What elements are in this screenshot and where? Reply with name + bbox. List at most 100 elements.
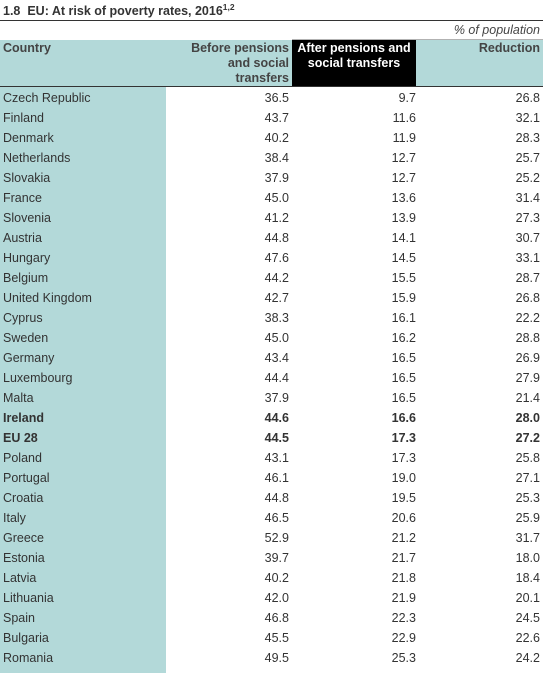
reduction-value-cell: 28.0	[515, 411, 540, 425]
reduction-value-cell: 25.9	[515, 511, 540, 525]
table-row: Poland 43.1 17.3 25.8	[0, 448, 543, 468]
reduction-value-cell: 25.7	[515, 151, 540, 165]
before-value-cell: 43.1	[264, 451, 289, 465]
after-value-cell: 21.8	[391, 571, 416, 585]
table-row: Portugal 46.1 19.0 27.1	[0, 468, 543, 488]
after-value-cell: 22.9	[391, 631, 416, 645]
after-value-cell: 11.9	[392, 131, 416, 145]
before-value-cell: 43.4	[264, 351, 289, 365]
after-value-cell: 11.6	[392, 111, 416, 125]
before-value-cell: 44.4	[264, 371, 289, 385]
after-value-cell: 19.5	[391, 491, 416, 505]
country-cell: Finland	[3, 111, 44, 125]
country-cell: Greece	[3, 531, 44, 545]
header-before-line: transfers	[235, 71, 290, 85]
table-row: Romania 49.5 25.3 24.2	[0, 648, 543, 668]
table-row: Ireland 44.6 16.6 28.0	[0, 408, 543, 428]
reduction-value-cell: 28.8	[515, 331, 540, 345]
country-cell: Germany	[3, 351, 55, 365]
country-cell: Slovakia	[3, 171, 51, 185]
country-cell: Sweden	[3, 331, 49, 345]
reduction-value-cell: 28.7	[515, 271, 540, 285]
country-cell: Slovenia	[3, 211, 51, 225]
before-value-cell: 45.0	[264, 331, 289, 345]
before-value-cell: 46.8	[264, 611, 289, 625]
country-cell: Bulgaria	[3, 631, 49, 645]
before-value-cell: 52.9	[264, 531, 289, 545]
after-value-cell: 25.3	[391, 651, 416, 665]
after-value-cell: 15.5	[391, 271, 416, 285]
before-value-cell: 43.7	[264, 111, 289, 125]
after-value-cell: 16.2	[391, 331, 416, 345]
after-value-cell: 16.1	[391, 311, 416, 325]
table-row: Hungary 47.6 14.5 33.1	[0, 248, 543, 268]
table-row: Lithuania 42.0 21.9 20.1	[0, 588, 543, 608]
header-row-background	[0, 40, 543, 86]
table-row: Luxembourg 44.4 16.5 27.9	[0, 368, 543, 388]
before-value-cell: 45.5	[264, 631, 289, 645]
before-value-cell: 44.6	[264, 411, 289, 425]
after-value-cell: 16.5	[391, 371, 416, 385]
before-value-cell: 37.9	[264, 391, 289, 405]
reduction-value-cell: 31.4	[515, 191, 540, 205]
country-column-background	[0, 40, 166, 673]
before-value-cell: 38.3	[264, 311, 289, 325]
reduction-value-cell: 26.8	[515, 91, 540, 105]
reduction-value-cell: 28.3	[515, 131, 540, 145]
header-country: Country	[3, 41, 51, 55]
before-value-cell: 44.8	[264, 491, 289, 505]
before-value-cell: 42.7	[264, 291, 289, 305]
country-cell: Latvia	[3, 571, 37, 585]
reduction-value-cell: 25.2	[515, 171, 540, 185]
before-value-cell: 49.5	[264, 651, 289, 665]
country-cell: Italy	[3, 511, 26, 525]
country-cell: Austria	[3, 231, 42, 245]
table-row: Malta 37.9 16.5 21.4	[0, 388, 543, 408]
table-row: Slovakia 37.9 12.7 25.2	[0, 168, 543, 188]
table-row: Sweden 45.0 16.2 28.8	[0, 328, 543, 348]
country-cell: Romania	[3, 651, 54, 665]
after-value-cell: 22.3	[391, 611, 416, 625]
after-value-cell: 12.7	[391, 151, 416, 165]
reduction-value-cell: 30.7	[515, 231, 540, 245]
before-value-cell: 40.2	[264, 571, 289, 585]
header-after: After pensions and social transfers	[292, 41, 416, 71]
country-cell: Czech Republic	[3, 91, 91, 105]
table-row: Denmark 40.2 11.9 28.3	[0, 128, 543, 148]
after-value-cell: 16.5	[391, 391, 416, 405]
reduction-value-cell: 27.2	[515, 431, 540, 445]
before-value-cell: 42.0	[264, 591, 289, 605]
before-value-cell: 36.5	[264, 91, 289, 105]
country-cell: Spain	[3, 611, 35, 625]
after-value-cell: 16.5	[391, 351, 416, 365]
reduction-value-cell: 24.5	[515, 611, 540, 625]
before-value-cell: 44.2	[264, 271, 289, 285]
before-value-cell: 46.5	[264, 511, 289, 525]
after-value-cell: 13.9	[391, 211, 416, 225]
country-cell: Hungary	[3, 251, 51, 265]
country-cell: EU 28	[3, 431, 38, 445]
after-value-cell: 21.2	[391, 531, 416, 545]
reduction-value-cell: 20.1	[515, 591, 540, 605]
after-value-cell: 17.3	[391, 451, 416, 465]
reduction-value-cell: 26.8	[515, 291, 540, 305]
before-value-cell: 47.6	[264, 251, 289, 265]
header-before: Before pensions and social transfers	[170, 41, 289, 86]
table-row: France 45.0 13.6 31.4	[0, 188, 543, 208]
before-value-cell: 44.8	[264, 231, 289, 245]
country-cell: Netherlands	[3, 151, 71, 165]
table-row: Croatia 44.8 19.5 25.3	[0, 488, 543, 508]
after-value-cell: 17.3	[391, 431, 416, 445]
table-title: 1.8 EU: At risk of poverty rates, 20161,…	[3, 2, 235, 18]
table-row: Finland 43.7 11.6 32.1	[0, 108, 543, 128]
country-cell: Belgium	[3, 271, 49, 285]
table-row: Slovenia 41.2 13.9 27.3	[0, 208, 543, 228]
table-body: Czech Republic 36.5 9.7 26.8 Finland 43.7 11.6…	[0, 88, 543, 668]
table-row: Czech Republic 36.5 9.7 26.8	[0, 88, 543, 108]
before-value-cell: 41.2	[264, 211, 289, 225]
header-after-line: social transfers	[307, 56, 401, 70]
reduction-value-cell: 32.1	[515, 111, 540, 125]
reduction-value-cell: 27.1	[515, 471, 540, 485]
after-value-cell: 16.6	[391, 411, 416, 425]
after-value-cell: 14.1	[391, 231, 416, 245]
